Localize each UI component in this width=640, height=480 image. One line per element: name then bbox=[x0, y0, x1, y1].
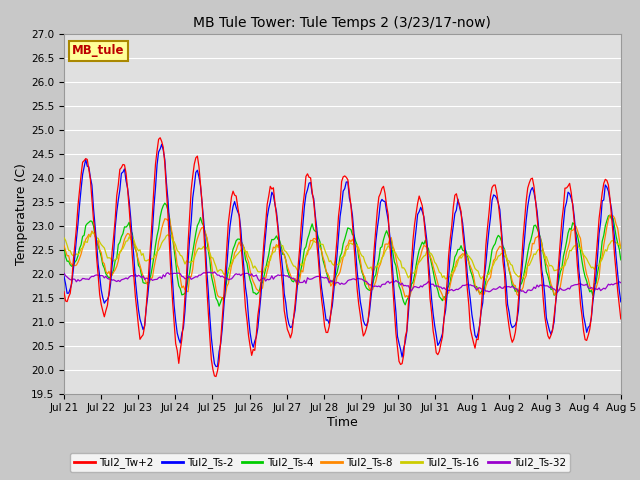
X-axis label: Time: Time bbox=[327, 416, 358, 429]
Text: MB_tule: MB_tule bbox=[72, 44, 125, 58]
Legend: Tul2_Tw+2, Tul2_Ts-2, Tul2_Ts-4, Tul2_Ts-8, Tul2_Ts-16, Tul2_Ts-32: Tul2_Tw+2, Tul2_Ts-2, Tul2_Ts-4, Tul2_Ts… bbox=[70, 453, 570, 472]
Title: MB Tule Tower: Tule Temps 2 (3/23/17-now): MB Tule Tower: Tule Temps 2 (3/23/17-now… bbox=[193, 16, 492, 30]
Y-axis label: Temperature (C): Temperature (C) bbox=[15, 163, 28, 264]
